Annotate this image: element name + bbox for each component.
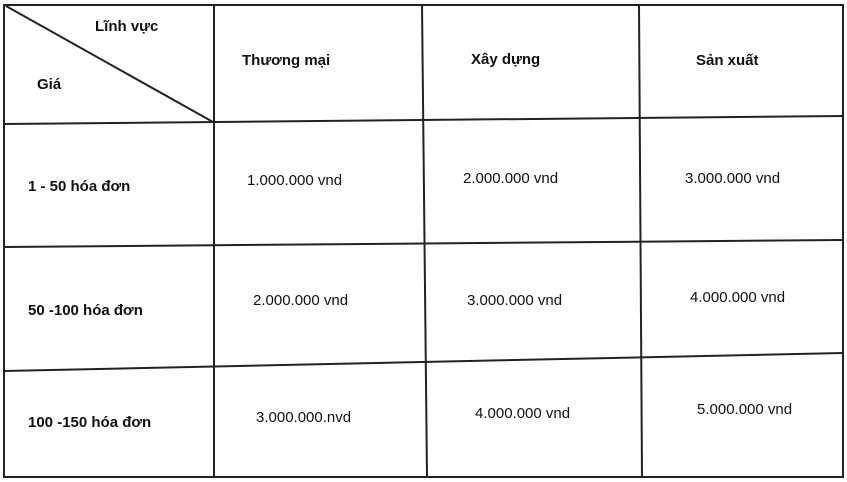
column-header: Thương mại: [242, 52, 331, 69]
row-label: 1 - 50 hóa đơn: [28, 178, 131, 195]
row-label: 50 -100 hóa đơn: [28, 302, 143, 319]
row-divider: [3, 352, 844, 372]
column-header: Sản xuất: [696, 52, 759, 69]
table-cell: 3.000.000.nvd: [256, 409, 352, 426]
table-cell: 4.000.000 vnd: [690, 289, 786, 306]
table-cell: 4.000.000 vnd: [475, 405, 571, 422]
row-label: 100 -150 hóa đơn: [28, 414, 152, 431]
table-cell: 2.000.000 vnd: [463, 170, 559, 187]
table-cell: 5.000.000 vnd: [697, 401, 793, 418]
table-cell: 2.000.000 vnd: [253, 292, 349, 309]
table-cell: 1.000.000 vnd: [247, 172, 343, 189]
table-cell: 3.000.000 vnd: [685, 170, 781, 187]
row-divider: [3, 239, 844, 248]
corner-bottom-label: Giá: [37, 76, 62, 93]
corner-top-label: Lĩnh vực: [95, 18, 159, 35]
row-divider: [3, 115, 844, 125]
column-header: Xây dựng: [471, 51, 541, 68]
corner-diagonal: [5, 5, 214, 123]
column-divider: [421, 4, 428, 478]
table-cell: 3.000.000 vnd: [467, 292, 563, 309]
